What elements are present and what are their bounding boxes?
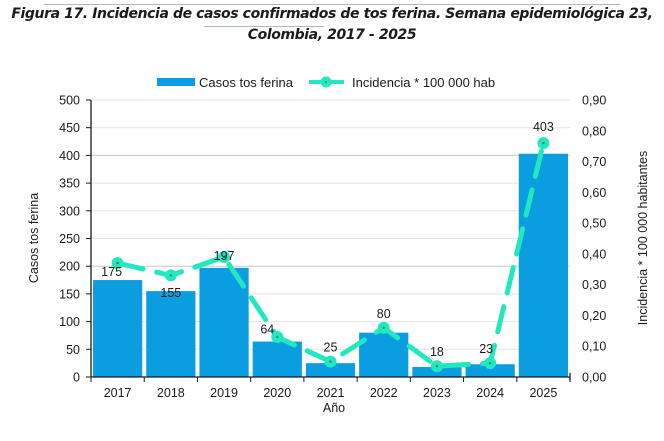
x-tick-label: 2023 [423,386,451,400]
incidence-marker-dot-2023 [435,365,439,368]
x-tick-label: 2021 [317,386,345,400]
bar-2024 [465,364,515,377]
y-left-tick-label: 500 [59,94,80,108]
x-tick-label: 2025 [529,386,557,400]
incidence-marker-dot-2018 [169,274,173,277]
bar-value-label-2019: 197 [214,249,235,263]
x-tick-label: 2022 [370,386,398,400]
bar-value-label-2020: 64 [260,323,274,337]
y-right-tick-label: 0,60 [582,186,606,200]
y-right-tick-label: 0,70 [582,155,606,169]
y-left-tick-label: 300 [59,204,80,218]
bars [93,153,568,377]
x-axis-title: Año [323,401,345,415]
legend-bar-swatch [157,78,195,86]
bar-2020 [252,341,302,377]
incidence-marker-dot-2017 [116,261,119,265]
x-axis-ticks: 2017 2018 2019 2020 2021 2022 2023 2024 2025 [90,377,571,400]
y-left-tick-label: 350 [59,177,80,191]
y-right-tick-label: 0,30 [582,278,606,292]
incidence-line-layer [111,137,550,373]
bar-value-label-2021: 25 [324,341,338,355]
x-tick-label: 2019 [210,386,238,400]
y-right-tick-label: 0,10 [582,340,606,354]
bar-2021 [305,363,356,377]
figure-title: Figura 17. Incidencia de casos confirmad… [0,4,664,46]
legend-bar-label: Casos tos ferina [199,75,294,90]
y-axis-right-title: Incidencia * 100 000 habitantes [636,151,650,325]
y-axis-right-ticks: 0,00 0,10 0,20 0,30 0,40 0,50 0,60 0,70 0,80 0,90 [582,94,606,385]
y-right-tick-label: 0,00 [582,371,606,385]
x-tick-label: 2024 [476,386,504,400]
figure-title-line-1: Figura 17. Incidencia de casos confirmad… [11,6,653,22]
bar-value-label-2018: 155 [160,286,181,300]
bar-2022 [359,332,409,377]
y-right-tick-label: 0,80 [582,124,606,138]
y-right-tick-label: 0,40 [582,247,606,261]
bar-value-label-2017: 175 [101,265,122,279]
y-right-tick-label: 0,50 [582,217,606,231]
x-tick-label: 2020 [263,386,291,400]
y-left-tick-label: 0 [73,371,80,385]
bar-2018 [146,291,196,377]
incidence-marker-dot-2021 [329,360,332,363]
y-left-tick-label: 50 [66,343,80,357]
bar-value-label-2025: 403 [533,120,554,134]
y-left-tick-label: 400 [59,149,80,163]
title-rule-top [44,4,620,5]
y-left-tick-label: 450 [59,121,80,135]
incidence-marker-dot-2022 [382,326,385,329]
y-axis-left-title: Casos tos ferina [27,193,41,283]
bar-value-label-2022: 80 [377,307,391,321]
data-labels: 175 155 197 64 25 80 18 23 403 [101,120,554,359]
y-left-tick-label: 250 [59,232,80,246]
y-left-tick-label: 100 [59,315,80,329]
incidence-marker-dot-2024 [488,361,492,365]
y-right-tick-label: 0,90 [582,94,606,108]
y-right-tick-label: 0,20 [582,309,606,323]
y-left-tick-label: 200 [59,260,80,274]
legend-line-label: Incidencia * 100 000 hab [352,75,495,90]
incidence-marker-dot-2025 [542,141,545,145]
bar-2025 [518,153,568,377]
bar-value-label-2024: 23 [479,342,493,356]
incidence-marker-dot-2020 [276,335,279,339]
x-tick-label: 2018 [157,386,185,400]
y-left-tick-label: 150 [59,287,80,301]
incidence-marker-dot-2019 [222,255,226,259]
legend: Casos tos ferina Incidencia * 100 000 ha… [157,75,495,90]
figure-title-line-2: Colombia, 2017 - 2025 [247,27,417,43]
x-tick-label: 2017 [104,386,132,400]
bar-value-label-2023: 18 [430,345,444,359]
title-rule-mid [204,26,324,27]
bar-2017 [93,280,143,377]
legend-line-marker-dot [325,81,327,83]
y-axis-left-ticks: 0 50 100 150 200 250 300 350 400 450 500 [59,94,91,385]
